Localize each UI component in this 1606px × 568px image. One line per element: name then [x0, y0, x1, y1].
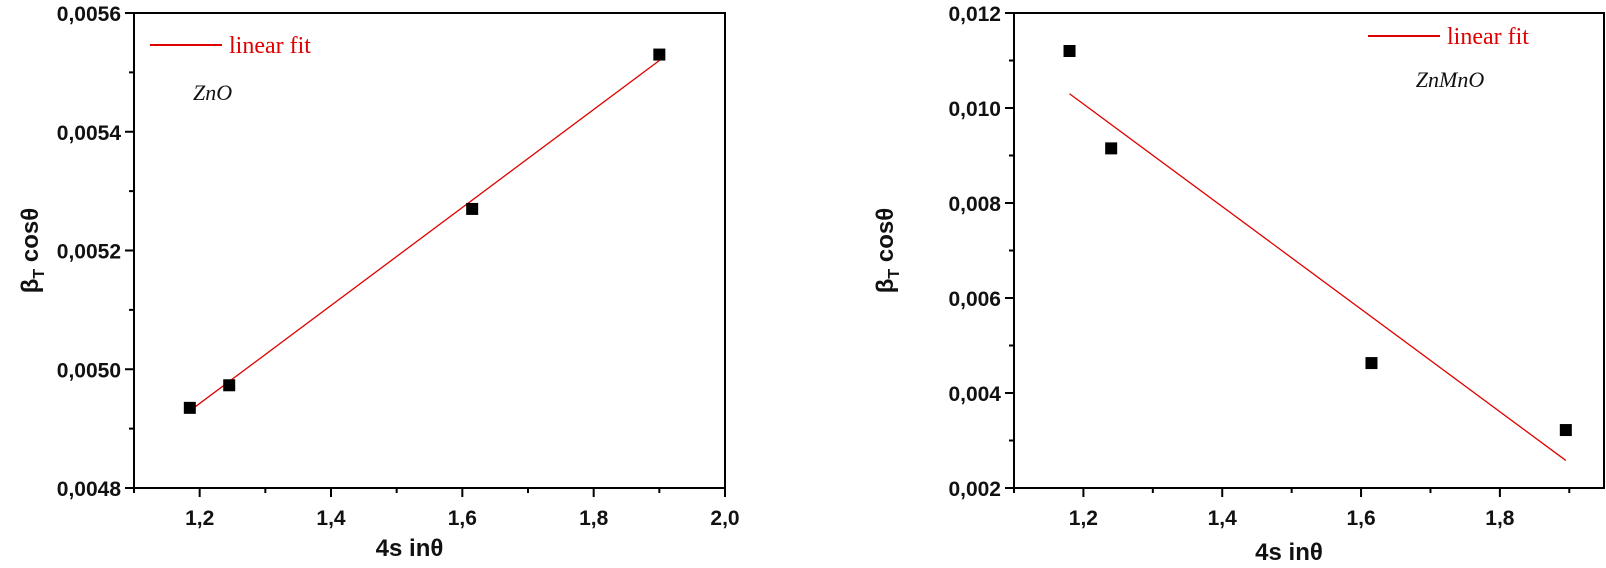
- data-point: [1063, 45, 1076, 57]
- y-tick-label: 0,006: [948, 288, 1001, 311]
- x-tick-label: 1,8: [1485, 507, 1515, 530]
- y-tick-label: 0,008: [948, 193, 1001, 216]
- y-label-subscript: T: [31, 269, 48, 279]
- y-axis-label: βT cosθ: [872, 208, 903, 293]
- x-axis-label: 4s inθ: [1255, 539, 1323, 566]
- plot-frame: [1013, 12, 1605, 489]
- sample-annotation: ZnMnO: [1416, 67, 1485, 92]
- y-tick-label: 0,0052: [57, 241, 121, 264]
- data-point: [1365, 357, 1378, 370]
- chart-panel-2: 1,2 1,4 1,6 1,8 0,002 0,004 0,006 0,008 0,010 0,0…: [872, 3, 1605, 566]
- y-tick-label: 0,004: [948, 383, 1001, 406]
- linear-fit-line: [189, 59, 660, 412]
- x-tick-label: 1,6: [448, 507, 477, 530]
- y-label-subscript: T: [886, 269, 903, 279]
- data-point: [653, 48, 666, 61]
- y-label-text: cosθ: [872, 208, 899, 269]
- x-axis-label: 4s inθ: [376, 535, 444, 562]
- legend-label: linear fit: [229, 33, 311, 59]
- y-tick-label: 0,012: [948, 3, 1001, 26]
- data-point: [183, 401, 196, 414]
- y-tick-label: 0,0048: [57, 478, 122, 501]
- x-tick-label: 2,0: [710, 507, 739, 530]
- x-tick-label: 1,2: [1069, 507, 1098, 530]
- linear-fit-line: [1069, 93, 1567, 461]
- x-tick-label: 1,2: [185, 507, 214, 530]
- y-tick-label: 0,0050: [57, 359, 121, 382]
- x-tick-label: 1,4: [316, 507, 346, 530]
- x-tick-label: 1,4: [1208, 507, 1238, 530]
- data-point: [466, 202, 479, 215]
- y-tick-label: 0,002: [948, 478, 1001, 501]
- data-point: [223, 379, 236, 392]
- y-label-symbol: β: [872, 279, 899, 294]
- y-label-text: cosθ: [17, 208, 44, 269]
- y-label-symbol: β: [17, 279, 44, 294]
- data-point: [1105, 142, 1118, 155]
- x-tick-label: 1,6: [1346, 507, 1375, 530]
- y-axis-label: βT cosθ: [17, 208, 48, 293]
- y-tick-label: 0,0056: [57, 3, 121, 26]
- data-point: [1559, 424, 1572, 437]
- y-tick-label: 0,0054: [57, 122, 122, 145]
- x-tick-label: 1,8: [579, 507, 609, 530]
- chart-panel-1: 1,2 1,4 1,6 1,8 2,0 0,0048 0,0050 0,0052 0,0054 0…: [17, 3, 740, 562]
- sample-annotation: ZnO: [193, 80, 232, 105]
- legend-label: linear fit: [1447, 24, 1529, 50]
- y-tick-label: 0,010: [948, 98, 1001, 121]
